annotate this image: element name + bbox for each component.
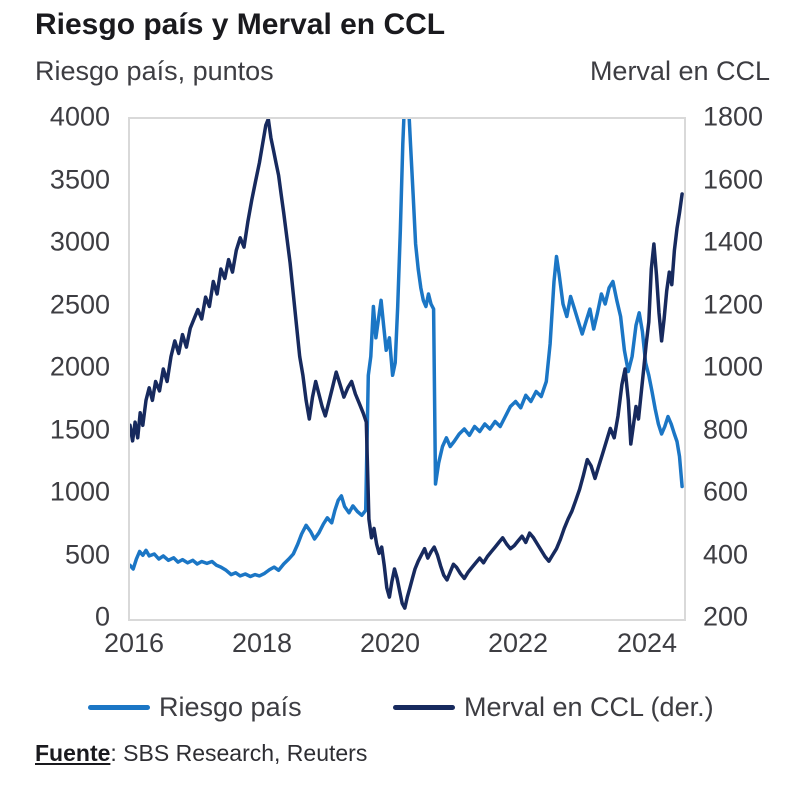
merval-ccl-line-swatch (393, 705, 455, 710)
right-axis-tick: 1000 (703, 351, 764, 382)
x-axis-tick: 2016 (103, 628, 165, 658)
chart-canvas (130, 119, 684, 610)
left-axis-title: Riesgo país, puntos (35, 56, 274, 86)
right-axis-tick: 600 (703, 476, 749, 507)
chart-legend: Riesgo país Merval en CCL (der.) (0, 692, 800, 726)
left-axis-tick: 1500 (49, 414, 110, 444)
left-axis-tick: 0 (94, 601, 110, 632)
right-axis-tick: 1200 (703, 289, 764, 319)
right-axis-tick: 800 (703, 414, 749, 444)
chart-title: Riesgo país y Merval en CCL (35, 8, 446, 41)
x-axis-tick: 2020 (359, 628, 421, 658)
source-label: Fuente (35, 740, 111, 766)
left-axis-tick: 2000 (49, 351, 110, 382)
source-text: : SBS Research, Reuters (110, 740, 368, 766)
legend-label: Riesgo país (159, 692, 302, 722)
left-axis-tick: 3000 (49, 226, 110, 257)
riesgo-pais-line (130, 119, 684, 579)
plot-area (128, 117, 686, 621)
x-axis-tick: 2024 (616, 628, 678, 658)
legend-item-riesgo-pais: Riesgo país (88, 692, 302, 723)
right-axis-title: Merval en CCL (589, 56, 770, 86)
merval-ccl-line (130, 119, 684, 610)
right-axis-tick: 1400 (703, 226, 764, 257)
left-axis-tick: 4000 (49, 101, 110, 132)
riesgo-pais-line-swatch (88, 705, 150, 710)
right-axis-tick: 200 (703, 601, 749, 632)
legend-label: Merval en CCL (der.) (464, 692, 714, 722)
left-axis-tick: 3500 (49, 164, 110, 194)
x-axis-tick: 2018 (231, 628, 293, 658)
right-axis-tick: 400 (703, 539, 749, 569)
source-note: Fuente: SBS Research, Reuters (35, 740, 367, 767)
x-axis-tick: 2022 (487, 628, 549, 658)
legend-item-merval-ccl: Merval en CCL (der.) (393, 692, 714, 723)
right-axis-tick: 1800 (703, 101, 764, 132)
left-axis-tick: 1000 (49, 476, 110, 507)
left-axis-tick: 2500 (49, 289, 110, 319)
right-axis-tick: 1600 (703, 164, 764, 194)
left-axis-tick: 500 (64, 539, 110, 569)
